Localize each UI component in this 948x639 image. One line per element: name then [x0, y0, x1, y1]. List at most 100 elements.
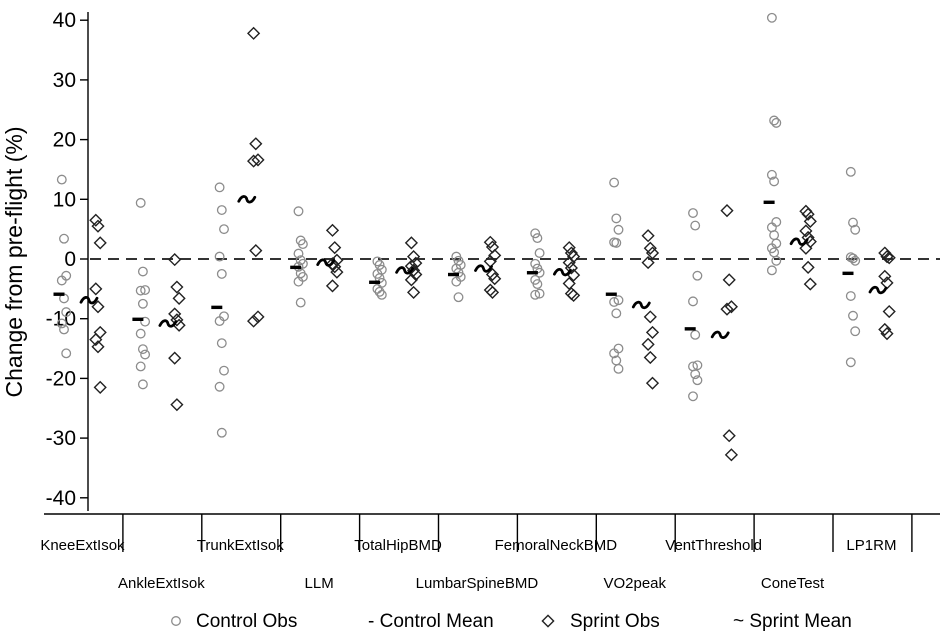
control-obs-point	[214, 251, 225, 262]
sprint-obs-point	[803, 214, 817, 228]
legend-label: ~ Sprint Mean	[733, 611, 852, 632]
control-obs-point	[611, 308, 622, 319]
control-obs-point	[769, 176, 780, 187]
sprint-mean-mark	[553, 267, 572, 277]
sprint-obs-point	[89, 282, 103, 296]
control-obs-point	[530, 289, 541, 300]
control-obs-point	[532, 233, 543, 244]
sprint-obs-point	[247, 26, 261, 40]
sprint-obs-point	[880, 250, 894, 264]
control-obs-point	[214, 316, 225, 327]
legend-label: Sprint Obs	[570, 611, 660, 632]
y-tick-label: 40	[53, 9, 76, 32]
control-obs-point	[137, 298, 148, 309]
control-obs-point	[850, 255, 861, 266]
x-axis: KneeExtIsok AnkleExtIsok TrunkExtIsok LLM To…	[40, 513, 940, 592]
sprint-obs-point	[645, 325, 660, 340]
control-obs-point	[613, 363, 624, 374]
control-obs-point	[214, 182, 225, 193]
control-obs-point	[690, 329, 701, 340]
control-obs-point	[219, 365, 229, 376]
sprint-obs-point	[488, 272, 502, 286]
sprint-obs-point	[485, 285, 500, 300]
sprint-obs-point	[564, 261, 578, 275]
sprint-obs-point	[645, 246, 660, 260]
control-obs-point	[609, 177, 620, 188]
sprint-obs-point	[878, 269, 892, 283]
control-obs-point	[140, 285, 151, 295]
sprint-obs-point	[801, 230, 815, 245]
sprint-obs-point	[407, 285, 421, 300]
sprint-obs-point	[91, 300, 105, 314]
control-obs-point	[845, 291, 856, 301]
sprint-mean-mark	[868, 285, 888, 295]
control-obs-point	[766, 169, 777, 180]
sprint-obs-point	[247, 314, 261, 328]
y-tick-label: 30	[53, 69, 76, 92]
control-obs-point	[530, 228, 541, 239]
legend-sprint-obs-symbol	[541, 614, 555, 628]
sprint-mean-mark	[710, 330, 730, 339]
sprint-mean-mark	[395, 266, 414, 275]
control-obs-point	[56, 174, 67, 185]
sprint-obs-point	[801, 207, 815, 221]
control-obs-point	[59, 324, 69, 335]
control-obs-point	[216, 268, 227, 279]
sprint-obs-point	[641, 229, 655, 243]
sprint-obs-point	[172, 291, 186, 305]
y-tick-label: -20	[46, 367, 76, 390]
sprint-obs-point	[89, 213, 103, 227]
sprint-obs-point	[483, 235, 497, 249]
x-category-label: FemoralNeckBMD	[495, 537, 618, 554]
sprint-mean-mark	[237, 195, 257, 204]
control-obs-point	[216, 205, 227, 215]
x-category-label: VO2peak	[603, 575, 666, 592]
control-obs-point	[219, 224, 229, 235]
sprint-obs-point	[562, 276, 576, 291]
control-obs-point	[374, 260, 385, 270]
control-obs-point	[769, 230, 780, 241]
control-obs-point	[61, 307, 72, 318]
control-obs-point	[771, 217, 782, 227]
control-obs-point	[848, 253, 858, 264]
control-obs-point	[688, 391, 698, 402]
sprint-obs-point	[722, 273, 736, 287]
sprint-obs-point	[724, 448, 738, 462]
control-obs-point	[766, 265, 777, 276]
legend-label: Control Obs	[196, 611, 297, 632]
sprint-obs-point	[404, 236, 418, 250]
control-obs-point	[214, 381, 225, 392]
y-tick-label: -30	[46, 427, 76, 450]
x-category-label: LP1RM	[846, 537, 896, 554]
sprint-obs-point	[645, 376, 660, 390]
control-obs-point	[376, 289, 387, 300]
sprint-obs-point	[799, 224, 813, 238]
sprint-obs-point	[882, 304, 896, 319]
sprint-obs-point	[483, 283, 497, 297]
sprint-mean-mark	[316, 258, 336, 267]
control-obs-point	[374, 286, 385, 297]
sprint-obs-point	[567, 288, 581, 303]
sprint-obs-point	[720, 302, 734, 316]
sprint-obs-point	[564, 287, 578, 301]
control-obs-point	[611, 213, 622, 224]
sprint-obs-point	[168, 351, 182, 365]
control-obs-point	[453, 292, 464, 303]
sprint-obs-point	[803, 277, 817, 291]
y-tick-label: 10	[53, 188, 76, 211]
control-obs-point	[769, 115, 780, 126]
y-tick-label: 20	[53, 129, 76, 152]
sprint-obs-point	[720, 204, 734, 218]
sprint-obs-point	[249, 244, 263, 258]
control-obs-point	[766, 12, 777, 23]
control-obs-point	[140, 316, 151, 327]
x-category-label: LumbarSpineBMD	[416, 575, 539, 592]
sprint-obs-point	[249, 137, 263, 151]
control-obs-point	[61, 348, 72, 359]
control-obs-point	[850, 224, 861, 235]
x-category-label: KneeExtIsok	[40, 537, 125, 554]
x-category-label: AnkleExtIsok	[118, 575, 205, 592]
sprint-obs-point	[330, 265, 344, 279]
sprint-obs-point	[404, 273, 418, 287]
control-obs-point	[609, 297, 620, 307]
